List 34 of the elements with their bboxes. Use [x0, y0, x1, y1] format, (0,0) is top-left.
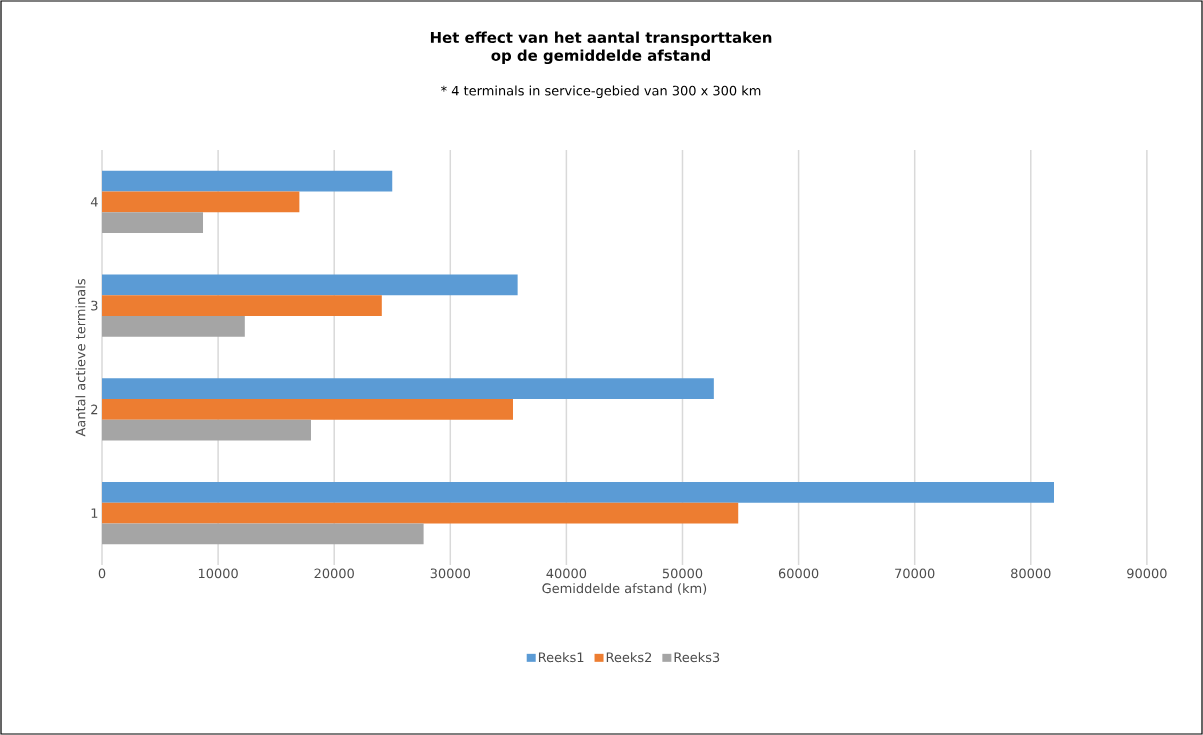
legend-label: Reeks2 [606, 652, 652, 663]
bar [102, 481, 1054, 503]
bar [102, 295, 382, 316]
x-tick-label: 20000 [314, 568, 354, 579]
bar [102, 419, 311, 441]
x-tick-label: 50000 [662, 568, 703, 579]
x-tick-label: 30000 [430, 568, 471, 579]
bar [102, 315, 245, 337]
x-tick-label: 80000 [1011, 568, 1051, 579]
chart-title: Het effect van het aantal transporttaken [430, 31, 772, 46]
x-tick-label: 40000 [546, 568, 587, 579]
bar [102, 502, 739, 524]
y-axis-title: Aantal actieve terminals [75, 279, 86, 437]
y-tick-label: 2 [91, 404, 98, 415]
bar [102, 191, 300, 213]
y-tick-label: 4 [90, 197, 98, 207]
bar [102, 378, 714, 399]
chart-subtitle: op de gemiddelde afstand [491, 49, 710, 65]
bar [102, 170, 393, 192]
y-tick-label: 3 [91, 300, 98, 311]
x-tick-label: 90000 [1127, 568, 1167, 579]
x-tick-label: 60000 [778, 568, 819, 579]
legend-label: Reeks1 [538, 652, 584, 663]
bar [102, 523, 424, 545]
text: * 4 terminals in service-gebied van 300 x 300 km [441, 85, 761, 99]
y-tick-label: 1 [91, 508, 98, 518]
bar [102, 274, 518, 296]
x-tick-label: 10000 [198, 568, 238, 579]
x-axis-title: Gemiddelde afstand (km) [542, 583, 707, 595]
bar [102, 212, 204, 233]
x-tick-label: 70000 [895, 568, 935, 579]
legend-label: Reeks3 [674, 652, 720, 663]
bar [102, 398, 513, 420]
x-tick-label: 0 [98, 568, 106, 579]
